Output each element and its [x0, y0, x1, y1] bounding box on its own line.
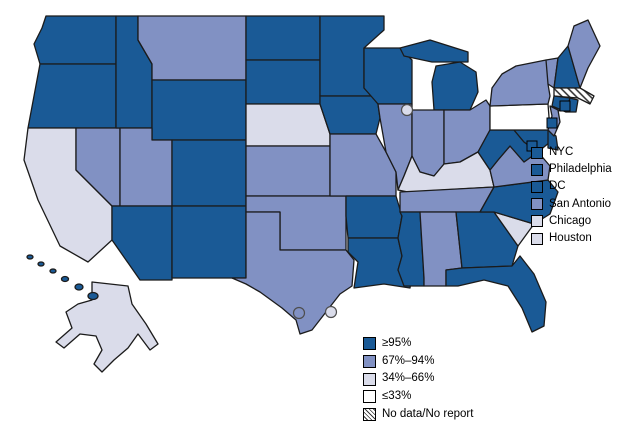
legend-item-nyc: NYC: [531, 146, 612, 159]
legend-item-dc: DC: [531, 180, 612, 194]
legend-item-no-data-no-report: No data/No report: [363, 408, 473, 421]
state-north-dakota: [245, 15, 321, 61]
state-south-dakota: [245, 59, 321, 105]
houston-map-marker: [324, 305, 338, 319]
legend-label: 34%–66%: [382, 372, 435, 385]
legend-swatch: [531, 215, 543, 228]
legend-label: DC: [549, 180, 566, 193]
state-oregon: [27, 63, 117, 129]
state-arizona: [111, 205, 173, 281]
value-legend: ≥95% 67%–94% 34%–66% ≤33% No data/No report: [363, 337, 473, 421]
legend-label: 67%–94%: [382, 354, 435, 367]
nyc-map-marker: [559, 100, 571, 112]
state-utah: [119, 127, 173, 207]
legend-swatch: [363, 354, 376, 368]
legend-item--95-: ≥95%: [363, 337, 473, 351]
state-florida: [445, 255, 547, 333]
legend-label: ≤33%: [382, 390, 412, 403]
state-texas: [231, 211, 355, 335]
legend-swatch: [531, 232, 543, 245]
state-michigan: [399, 39, 479, 111]
state-washington: [33, 15, 117, 65]
legend-item-67-94-: 67%–94%: [363, 355, 473, 368]
legend-swatch: [531, 181, 543, 194]
legend-item--33-: ≤33%: [363, 390, 473, 404]
legend-swatch: [363, 390, 376, 404]
san-antonio-map-marker: [292, 306, 306, 320]
state-alaska: [55, 281, 159, 373]
legend-swatch: [363, 407, 376, 421]
legend-label: Philadelphia: [549, 163, 612, 176]
legend-swatch: [363, 337, 376, 351]
state-tennessee: [399, 186, 495, 213]
state-nebraska: [245, 103, 331, 147]
chicago-map-marker: [400, 103, 414, 117]
legend-item-philadelphia: Philadelphia: [531, 163, 612, 176]
legend-item-chicago: Chicago: [531, 215, 612, 228]
state-hawaii: [26, 254, 99, 301]
philadelphia-map-marker: [546, 117, 558, 129]
legend-label: NYC: [549, 146, 574, 158]
state-kansas: [245, 145, 331, 197]
legend-label: No data/No report: [382, 407, 474, 420]
state-colorado: [171, 139, 247, 207]
state-montana: [137, 15, 247, 81]
legend-item-san-antonio: San Antonio: [531, 198, 612, 211]
state-arkansas: [345, 195, 403, 239]
state-iowa: [319, 95, 381, 135]
city-legend: NYC Philadelphia DC San Antonio Chicago Houst…: [531, 146, 612, 245]
legend-label: Chicago: [549, 214, 592, 227]
legend-swatch: [531, 163, 543, 176]
state-pennsylvania: [489, 103, 551, 131]
state-wyoming: [151, 79, 247, 141]
legend-item-houston: Houston: [531, 232, 612, 245]
legend-label: ≥95%: [382, 337, 412, 349]
legend-swatch: [531, 198, 543, 211]
legend-label: Houston: [549, 232, 592, 245]
legend-label: San Antonio: [549, 197, 612, 210]
legend-swatch: [531, 146, 543, 159]
legend-swatch: [363, 372, 376, 386]
legend-item-34-66-: 34%–66%: [363, 372, 473, 386]
state-new-mexico: [171, 205, 247, 279]
